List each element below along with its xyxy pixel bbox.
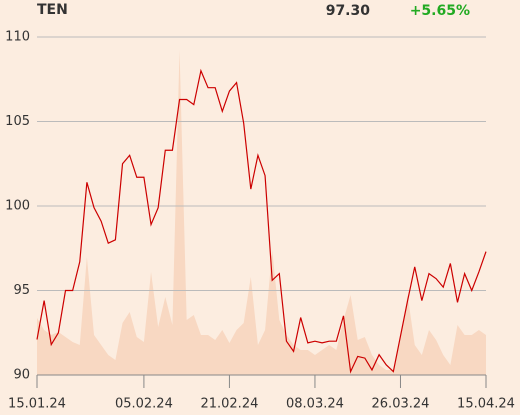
x-tick-label: 21.02.24: [200, 397, 258, 412]
volume-area: [37, 50, 486, 375]
y-tick-label: 105: [5, 114, 30, 129]
y-tick-label: 95: [13, 283, 30, 298]
price: 97.30: [326, 3, 371, 19]
x-tick-label: 15.01.24: [8, 397, 66, 412]
y-tick-label: 90: [13, 368, 30, 383]
y-tick-label: 110: [5, 30, 30, 45]
price-line: [36, 68, 487, 374]
ticker: TEN: [37, 2, 68, 18]
x-tick-label: 08.03.24: [286, 397, 344, 412]
y-tick-label: 100: [5, 199, 30, 214]
x-tick-label: 26.03.24: [372, 397, 430, 412]
change: +5.65%: [410, 3, 470, 19]
x-tick-label: 15.04.24: [457, 397, 515, 412]
x-tick-label: 05.02.24: [115, 397, 173, 412]
